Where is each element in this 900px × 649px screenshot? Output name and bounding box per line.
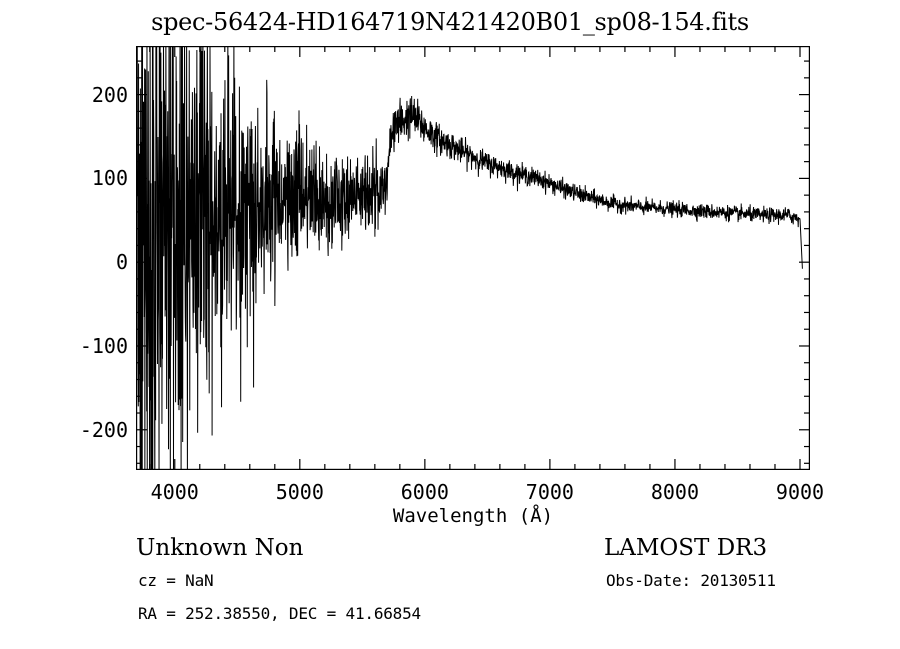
y-tick-label: -200: [79, 417, 128, 442]
x-axis-label: Wavelength (Å): [392, 505, 554, 527]
page-title: spec-56424-HD164719N421420B01_sp08-154.f…: [151, 8, 749, 36]
spectrum-chart: [136, 46, 810, 470]
x-tick-label: 6000: [400, 480, 449, 504]
x-tick-label: 5000: [275, 480, 324, 504]
y-tick-label: 200: [91, 82, 128, 107]
plot-box: [136, 46, 810, 470]
survey-annotation: LAMOST DR3: [604, 535, 768, 561]
y-tick-label: 100: [91, 166, 128, 191]
y-tick-label: 0: [115, 250, 128, 275]
plot-frame: [136, 46, 810, 470]
cz-annotation: cz = NaN: [138, 571, 214, 590]
y-tick-label: -100: [79, 333, 128, 358]
spectrum-trace: [136, 46, 803, 470]
x-tick-label: 8000: [650, 480, 700, 504]
x-tick-label: 9000: [775, 480, 825, 504]
coordinates-annotation: RA = 252.38550, DEC = 41.66854: [138, 604, 421, 623]
x-tick-label: 4000: [150, 480, 199, 504]
x-tick-label: 7000: [525, 480, 574, 504]
obs-date-annotation: Obs-Date: 20130511: [606, 571, 776, 590]
object-class-annotation: Unknown Non: [136, 535, 304, 561]
